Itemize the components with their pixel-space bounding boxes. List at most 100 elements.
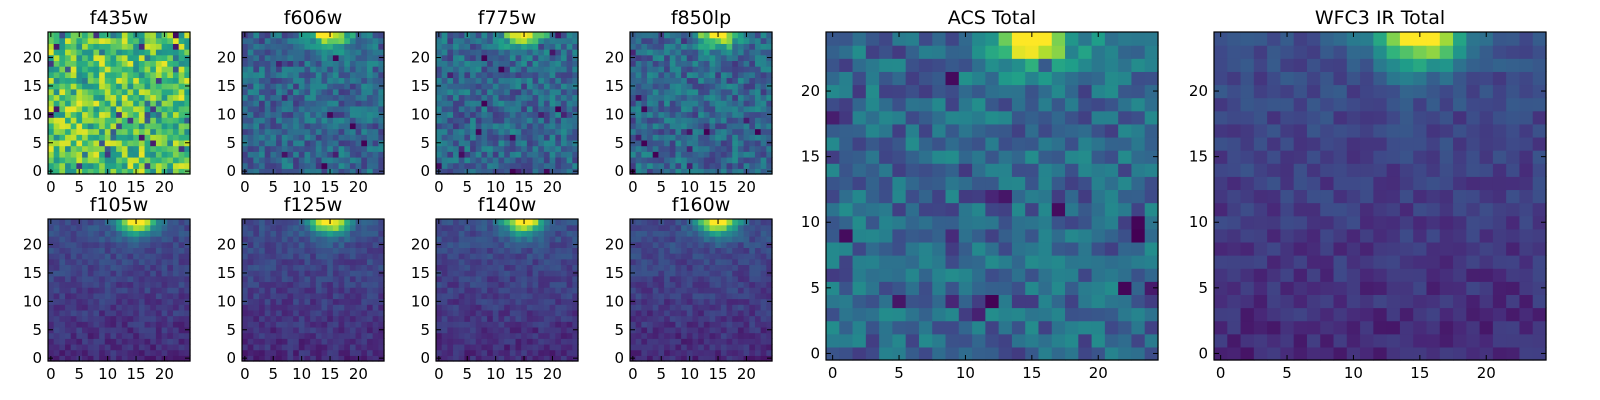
heatmap-cell: [76, 134, 83, 141]
heatmap-cell: [686, 134, 694, 141]
heatmap-cell: [641, 326, 648, 334]
heatmap-cell: [715, 332, 722, 339]
heatmap-cell: [475, 349, 483, 356]
heatmap-cell: [675, 275, 682, 283]
heatmap-cell: [65, 253, 72, 260]
heatmap-cell: [515, 241, 522, 248]
heatmap-cell: [276, 117, 283, 124]
heatmap-cell: [669, 94, 677, 101]
heatmap-cell: [543, 292, 551, 300]
heatmap-cell: [155, 253, 163, 260]
heatmap-cell: [99, 247, 106, 254]
heatmap-cell: [293, 230, 300, 237]
heatmap-cell: [349, 83, 357, 90]
heatmap-cell: [715, 71, 722, 79]
heatmap-cell: [737, 128, 745, 135]
heatmap-cell: [766, 66, 773, 73]
heatmap-cell: [259, 168, 266, 175]
heatmap-cell: [526, 304, 534, 311]
heatmap-cell: [458, 94, 465, 101]
heatmap-cell: [155, 134, 163, 141]
heatmap-cell: [481, 343, 488, 351]
heatmap-cell: [349, 315, 357, 322]
heatmap-cell: [441, 321, 448, 328]
heatmap-cell: [754, 315, 762, 322]
heatmap-cell: [133, 43, 140, 50]
heatmap-cell: [242, 128, 249, 135]
heatmap-cell: [555, 275, 562, 283]
heatmap-cell: [48, 122, 55, 130]
heatmap-cell: [366, 281, 374, 288]
heatmap-cell: [675, 298, 682, 305]
heatmap-cell: [698, 281, 705, 288]
heatmap-cell: [144, 145, 151, 152]
heatmap-cell: [669, 77, 677, 84]
heatmap-cell: [59, 275, 66, 283]
heatmap-cell: [504, 145, 511, 152]
heatmap-cell: [321, 139, 328, 147]
heatmap-cell: [99, 43, 106, 50]
heatmap-cell: [487, 49, 494, 56]
heatmap-cell: [498, 270, 505, 277]
heatmap-cell: [447, 321, 454, 328]
heatmap-cell: [675, 83, 682, 90]
heatmap-cell: [538, 275, 545, 283]
heatmap-cell: [355, 230, 362, 237]
heatmap-cell: [560, 230, 568, 237]
heatmap-cell: [692, 122, 699, 130]
heatmap-cell: [715, 315, 722, 322]
heatmap-cell: [344, 134, 351, 141]
heatmap-cell: [53, 151, 60, 158]
heatmap-cell: [441, 162, 448, 169]
heatmap-cell: [59, 236, 66, 243]
heatmap-cell: [464, 349, 471, 356]
heatmap-cell: [76, 94, 83, 101]
heatmap-cell: [178, 236, 185, 243]
heatmap-cell: [349, 66, 357, 73]
heatmap-cell: [247, 230, 254, 237]
heatmap-cell: [259, 117, 266, 124]
heatmap-cell: [184, 32, 191, 39]
heatmap-cell: [178, 287, 185, 294]
heatmap-cell: [87, 37, 95, 44]
heatmap-cell: [509, 224, 517, 231]
heatmap-cell: [492, 156, 500, 164]
heatmap-cell: [436, 304, 443, 311]
heatmap-cell: [287, 349, 294, 356]
heatmap-cell: [726, 309, 733, 317]
heatmap-cell: [70, 66, 77, 73]
heatmap-cell: [93, 258, 100, 266]
heatmap-cell: [515, 224, 522, 231]
heatmap-cell: [492, 162, 500, 169]
heatmap-cell: [498, 298, 505, 305]
heatmap-cell: [65, 60, 72, 67]
heatmap-cell: [127, 270, 134, 277]
heatmap-cell: [65, 111, 72, 118]
heatmap-cell: [327, 315, 334, 322]
heatmap-cell: [715, 349, 722, 356]
heatmap-cell: [70, 117, 77, 124]
heatmap-cell: [715, 83, 722, 90]
heatmap-cell: [304, 49, 311, 56]
heatmap-cell: [641, 281, 648, 288]
heatmap-cell: [276, 156, 283, 164]
heatmap-cell: [321, 32, 328, 39]
heatmap-cell: [355, 66, 362, 73]
heatmap-cell: [155, 151, 163, 158]
heatmap-cell: [161, 287, 168, 294]
heatmap-cell: [93, 105, 100, 113]
heatmap-cell: [127, 66, 134, 73]
heatmap-cells: [436, 32, 579, 175]
heatmap-cell: [332, 326, 340, 334]
heatmap-cell: [127, 77, 134, 84]
heatmap-cell: [532, 292, 539, 300]
heatmap-cell: [361, 326, 368, 334]
heatmap-cell: [692, 71, 699, 79]
y-tick-label: 15: [411, 264, 430, 282]
heatmap-cell: [344, 111, 351, 118]
heatmap-cell: [737, 326, 745, 334]
heatmap-cell: [104, 236, 112, 243]
heatmap-cell: [70, 151, 77, 158]
heatmap-cell: [184, 292, 191, 300]
heatmap-cell: [555, 230, 562, 237]
